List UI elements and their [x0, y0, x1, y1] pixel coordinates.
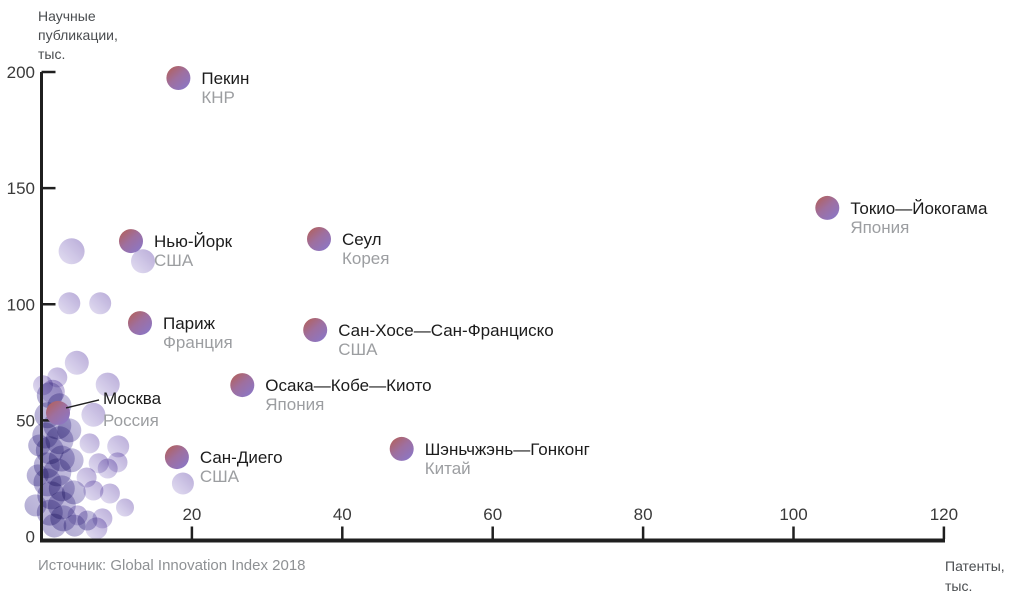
background-bubble — [131, 249, 155, 274]
background-bubble — [83, 480, 104, 501]
background-bubble — [171, 472, 194, 495]
country-label: США — [154, 251, 194, 270]
city-bubble — [46, 400, 70, 425]
x-tick-label: 20 — [182, 505, 201, 524]
background-bubble — [57, 418, 82, 443]
background-bubble — [61, 480, 86, 505]
city-bubble — [389, 436, 414, 461]
y-tick-label: 0 — [26, 528, 35, 547]
city-bubble — [307, 227, 331, 251]
background-bubble — [58, 238, 85, 265]
city-label: Токио—Йокогама — [850, 199, 988, 218]
background-bubble — [26, 464, 49, 487]
y-axis-title-line: публикации, — [38, 27, 118, 43]
background-bubble — [64, 350, 89, 375]
city-bubble — [119, 229, 143, 254]
background-bubble — [79, 433, 100, 454]
y-tick-label: 200 — [7, 63, 35, 82]
background-bubble — [42, 513, 67, 538]
country-label: Россия — [103, 411, 159, 430]
background-bubble — [99, 483, 120, 504]
x-tick-label: 40 — [333, 505, 352, 524]
x-tick-label: 60 — [483, 505, 502, 524]
country-label: США — [200, 467, 240, 486]
country-label: Китай — [425, 459, 471, 478]
y-tick-label: 150 — [7, 179, 35, 198]
city-label: Осака—Кобе—Киото — [265, 376, 431, 395]
country-label: КНР — [201, 88, 235, 107]
background-bubble — [89, 292, 112, 315]
country-label: Франция — [163, 333, 233, 352]
country-label: США — [338, 340, 378, 359]
country-label: Корея — [342, 249, 389, 268]
y-axis-title-line: Научные — [38, 8, 96, 24]
city-bubble — [815, 195, 840, 220]
x-tick-label: 80 — [634, 505, 653, 524]
background-bubble — [77, 510, 98, 531]
background-bubble — [97, 458, 118, 479]
city-label: Нью-Йорк — [154, 232, 233, 251]
source-note: Источник: Global Innovation Index 2018 — [38, 557, 306, 574]
y-axis-title-line: тыс. — [38, 46, 66, 62]
city-label: Пекин — [201, 69, 249, 88]
background-bubble — [28, 434, 51, 457]
background-bubble — [81, 402, 106, 427]
x-tick-label: 100 — [779, 505, 807, 524]
city-label: Париж — [163, 314, 216, 333]
x-tick-label: 120 — [930, 505, 958, 524]
city-bubble — [166, 66, 191, 90]
background-bubble — [116, 498, 134, 517]
x-axis-title: Патенты, тыс. — [945, 556, 1005, 596]
city-label: Москва — [103, 389, 162, 408]
country-label: Япония — [850, 218, 909, 237]
background-bubble — [95, 372, 120, 397]
city-label: Сан-Хосе—Сан-Франциско — [338, 321, 554, 340]
y-tick-label: 50 — [16, 411, 35, 430]
leader-line — [65, 399, 100, 409]
x-axis-title-line: тыс. — [945, 578, 973, 594]
country-label: Япония — [265, 395, 324, 414]
x-axis-title-line: Патенты, — [945, 558, 1005, 574]
y-tick-label: 100 — [7, 295, 35, 314]
y-axis-title: Научные публикации, тыс. — [38, 7, 118, 64]
background-bubble — [58, 292, 81, 315]
city-bubble — [164, 445, 189, 470]
background-bubble — [24, 494, 47, 517]
city-label: Сан-Диего — [200, 448, 283, 467]
city-bubble — [230, 373, 255, 398]
city-bubble — [128, 311, 152, 336]
background-bubble — [107, 435, 130, 458]
city-label: Шэньчжэнь—Гонконг — [425, 440, 590, 459]
background-bubble — [59, 448, 84, 473]
city-label: Сеул — [342, 230, 382, 249]
city-bubble — [303, 318, 328, 342]
